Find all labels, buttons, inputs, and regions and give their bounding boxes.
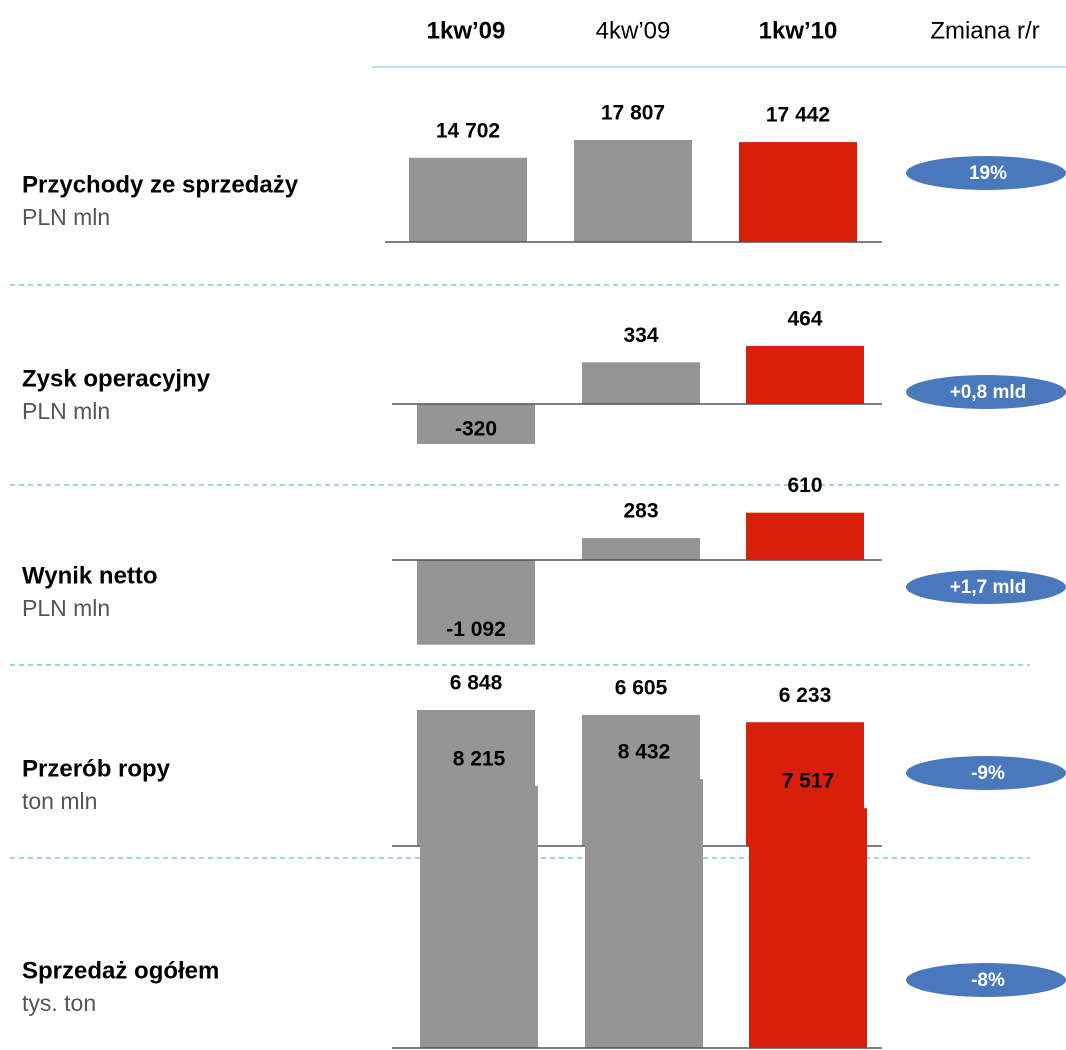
- bar: [582, 362, 700, 404]
- value-label: 8 432: [618, 741, 671, 764]
- panel-title: Sprzedaż ogółem: [22, 957, 219, 984]
- change-badge: [906, 756, 1066, 790]
- bar: [574, 140, 692, 242]
- change-badge: [906, 570, 1066, 604]
- panel-unit: PLN mln: [22, 204, 110, 230]
- bar: [409, 157, 527, 242]
- panel-unit: PLN mln: [22, 398, 110, 424]
- bar: [749, 808, 867, 1048]
- value-label: 14 702: [436, 119, 500, 142]
- value-label: 464: [787, 308, 822, 331]
- change-label: -9%: [971, 763, 1005, 784]
- panel-title: Przerób ropy: [22, 755, 171, 782]
- column-header: Zmiana r/r: [930, 17, 1039, 44]
- value-label: 6 605: [615, 676, 668, 699]
- value-label: 610: [787, 474, 822, 497]
- value-label: -1 092: [446, 618, 506, 641]
- panel-title: Przychody ze sprzedaży: [22, 171, 299, 198]
- value-label: 6 233: [779, 684, 832, 707]
- panel-unit: PLN mln: [22, 595, 110, 621]
- change-badge: [906, 375, 1066, 409]
- bar: [746, 346, 864, 404]
- panel-unit: tys. ton: [22, 990, 96, 1016]
- change-label: +0,8 mld: [950, 382, 1027, 403]
- change-label: +1,7 mld: [950, 577, 1027, 598]
- value-label: 283: [623, 500, 658, 523]
- change-label: 19%: [969, 163, 1007, 184]
- bar: [746, 512, 864, 560]
- change-label: -8%: [971, 970, 1005, 991]
- column-header: 1kw’10: [759, 17, 838, 44]
- bar: [585, 779, 703, 1048]
- change-badge: [906, 963, 1066, 997]
- panel-unit: ton mln: [22, 788, 97, 814]
- change-badge: [906, 156, 1066, 190]
- bar: [582, 538, 700, 560]
- value-label: 8 215: [453, 747, 506, 770]
- bar: [420, 785, 538, 1048]
- value-label: 334: [623, 324, 658, 347]
- value-label: 17 807: [601, 102, 665, 125]
- bar: [417, 404, 535, 444]
- bar: [417, 560, 535, 645]
- value-label: 17 442: [766, 104, 830, 127]
- panel-title: Zysk operacyjny: [22, 365, 211, 392]
- value-label: -320: [455, 418, 497, 441]
- value-label: 7 517: [782, 770, 835, 793]
- value-label: 6 848: [450, 672, 503, 695]
- bar: [739, 142, 857, 242]
- column-header: 1kw’09: [427, 17, 506, 44]
- panel-title: Wynik netto: [22, 562, 158, 589]
- column-header: 4kw’09: [596, 17, 671, 44]
